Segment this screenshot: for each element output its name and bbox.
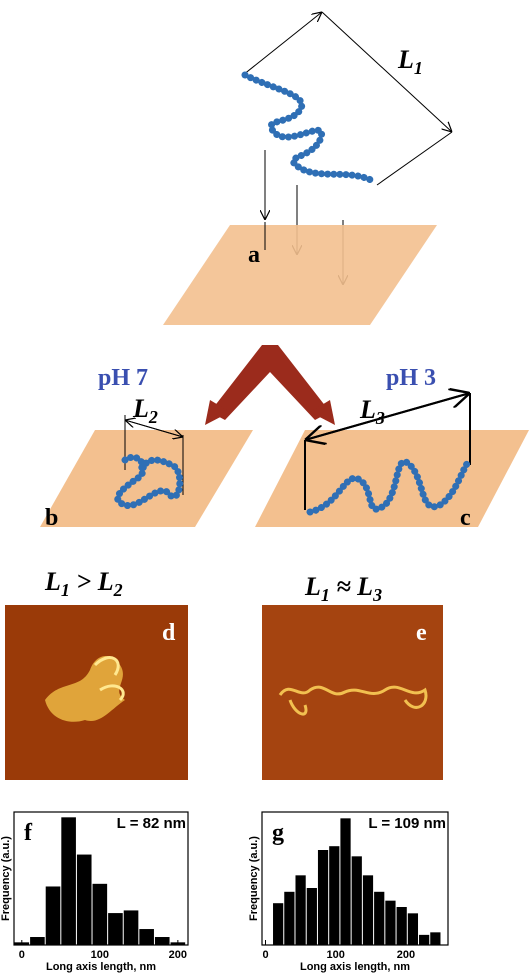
bar [408, 913, 418, 945]
y-axis-label: Frequency (a.u.) [0, 836, 12, 921]
relation: L1 > L2 [44, 567, 123, 600]
t: L [304, 572, 321, 601]
bar [61, 817, 76, 945]
afm-image-d: d [5, 605, 188, 780]
bar [340, 818, 350, 945]
panel-label: b [45, 505, 58, 531]
bar [295, 875, 305, 945]
bar [46, 886, 61, 945]
x-axis-label: Long axis length, nm [300, 961, 410, 973]
bar [419, 935, 429, 945]
bar [77, 855, 92, 945]
t: 1 [321, 585, 330, 605]
label-sub: 3 [375, 408, 385, 428]
t: 1 [61, 580, 70, 600]
bar [155, 937, 170, 945]
panel-label: a [248, 242, 260, 268]
bar [139, 929, 154, 945]
t: ≈ [330, 572, 357, 601]
figure: L1 a pH 7 pH 3 L2 b L3 c L1 > L2 L1 ≈ L3… [0, 0, 529, 975]
relation: L1 ≈ L3 [304, 572, 382, 605]
l3-label: L3 [359, 395, 385, 428]
label-text: L [397, 45, 414, 74]
ph-label: pH 7 [98, 365, 148, 391]
bar [397, 907, 407, 945]
panel-label: e [416, 620, 427, 646]
surface [255, 430, 529, 527]
bar [273, 903, 283, 945]
bar [352, 856, 362, 945]
l2-label: L2 [132, 394, 158, 427]
x-tick-label: 0 [19, 949, 25, 961]
bar [430, 932, 440, 945]
panel-label: c [460, 505, 471, 531]
arrow [377, 132, 452, 185]
x-axis-label: Long axis length, nm [46, 961, 156, 973]
afm-image-e: e [262, 605, 443, 780]
schematic-c: L3 c [255, 393, 529, 531]
y-axis-label: Frequency (a.u.) [248, 836, 260, 921]
x-tick-label: 0 [262, 949, 268, 961]
annotation: L = 109 nm [368, 815, 446, 832]
l1-label: L1 [397, 45, 423, 78]
bar [385, 901, 395, 945]
label-text: L [132, 394, 149, 423]
label-text: L [359, 395, 376, 424]
bar [374, 892, 384, 945]
x-tick-label: 100 [91, 949, 109, 961]
x-tick-label: 200 [397, 949, 415, 961]
split-arrows [210, 345, 330, 420]
top-schematic: L1 a [163, 12, 452, 325]
arrow [322, 12, 452, 132]
t: 3 [372, 585, 382, 605]
surface [40, 430, 253, 527]
bar [30, 937, 45, 945]
t: 2 [113, 580, 123, 600]
panel-label: g [272, 820, 284, 846]
panel-label: d [162, 620, 176, 646]
bar [329, 846, 339, 945]
ph-label: pH 3 [386, 365, 436, 391]
bar [307, 888, 317, 945]
panel-label: f [24, 820, 33, 846]
t: > [70, 567, 98, 596]
surface [163, 225, 437, 325]
t: L [44, 567, 61, 596]
t: L [356, 572, 373, 601]
t: L [97, 567, 114, 596]
bar [93, 884, 108, 945]
label-sub: 2 [148, 407, 158, 427]
bar [124, 910, 139, 945]
bar [318, 850, 328, 945]
x-tick-label: 200 [169, 949, 187, 961]
label-sub: 1 [414, 58, 423, 78]
x-tick-label: 100 [327, 949, 345, 961]
arrow [243, 12, 322, 75]
bar [284, 892, 294, 945]
annotation: L = 82 nm [117, 815, 186, 832]
bar [108, 913, 123, 945]
bar [363, 875, 373, 945]
